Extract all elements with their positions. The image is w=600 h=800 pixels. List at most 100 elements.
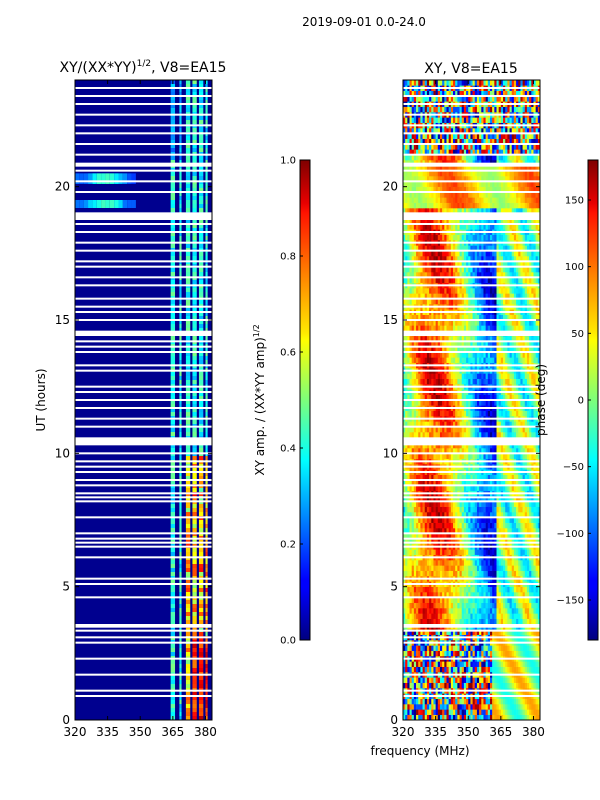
- phase-cell: [503, 410, 506, 417]
- phase-cell: [481, 613, 484, 619]
- phase-cell: [431, 506, 434, 513]
- phase-cell: [439, 592, 443, 598]
- amp-cell: [192, 196, 197, 200]
- phase-cell: [424, 485, 428, 491]
- phase-cell: [411, 512, 415, 518]
- phase-cell: [518, 565, 521, 571]
- phase-cell: [446, 661, 449, 667]
- phase-cell: [537, 480, 540, 486]
- phase-cell: [500, 480, 504, 486]
- phase-cell: [531, 506, 534, 513]
- phase-cell: [500, 565, 504, 571]
- flagged-row: [75, 191, 212, 193]
- phase-cell: [459, 565, 463, 571]
- phase-cell: [535, 629, 539, 635]
- phase-cell: [463, 570, 467, 577]
- phase-cell: [463, 496, 467, 502]
- phase-cell: [431, 426, 434, 433]
- phase-cell: [479, 608, 482, 614]
- phase-cell: [489, 570, 493, 577]
- amp-cell: [198, 704, 204, 708]
- phase-cell: [472, 538, 476, 545]
- phase-cell: [470, 400, 473, 406]
- phase-cell: [429, 432, 432, 438]
- phase-cell: [516, 613, 519, 619]
- amp-cell: [179, 172, 182, 176]
- phase-cell: [405, 602, 408, 609]
- phase-cell: [513, 704, 517, 710]
- phase-cell: [472, 528, 476, 534]
- phase-cell: [487, 677, 491, 683]
- flagged-row: [75, 479, 212, 481]
- phase-cell: [500, 394, 504, 401]
- phase-cell: [411, 528, 415, 534]
- amp-cell: [192, 520, 197, 524]
- phase-cell: [420, 442, 423, 449]
- amp-cell: [205, 208, 208, 212]
- phase-cell: [526, 453, 530, 459]
- phase-cell: [487, 394, 491, 401]
- amp-cell: [179, 568, 182, 572]
- phase-cell: [476, 528, 480, 534]
- phase-cell: [483, 442, 486, 449]
- phase-cell: [420, 400, 423, 406]
- phase-cell: [481, 586, 484, 593]
- phase-cell: [457, 512, 460, 518]
- amp-cell: [185, 324, 191, 328]
- phase-cell: [411, 496, 415, 502]
- phase-cell: [409, 565, 412, 571]
- phase-cell: [426, 528, 430, 534]
- phase-cell: [503, 533, 506, 539]
- phase-cell: [522, 394, 526, 401]
- phase-cell: [448, 442, 452, 449]
- phase-cell: [453, 485, 456, 491]
- amp-cell: [205, 692, 208, 696]
- phase-cell: [446, 682, 449, 689]
- phase-cell: [485, 549, 489, 555]
- phase-cell: [513, 528, 517, 534]
- amp-cell: [192, 696, 197, 700]
- phase-cell: [468, 474, 471, 481]
- phase-cell: [498, 394, 502, 401]
- amp-cell: [192, 408, 197, 412]
- phase-cell: [459, 394, 463, 401]
- phase-cell: [485, 496, 489, 502]
- amp-cell: [198, 432, 204, 436]
- phase-cell: [420, 533, 423, 539]
- amp-cell: [192, 268, 197, 272]
- phase-cell: [442, 426, 445, 433]
- phase-cell: [453, 448, 456, 454]
- phase-cell: [446, 597, 449, 603]
- phase-cell: [470, 613, 473, 619]
- phase-cell: [437, 400, 441, 406]
- phase-cell: [453, 496, 456, 502]
- phase-cell: [435, 592, 439, 598]
- phase-cell: [518, 549, 521, 555]
- phase-cell: [518, 666, 521, 673]
- phase-cell: [489, 704, 493, 710]
- phase-cell: [448, 421, 452, 427]
- phase-cell: [513, 650, 517, 657]
- phase-cell: [535, 448, 539, 454]
- amp-cell: [179, 472, 182, 476]
- amp-cell: [170, 224, 176, 228]
- phase-cell: [426, 496, 430, 502]
- phase-cell: [448, 677, 452, 683]
- phase-cell: [444, 528, 447, 534]
- phase-cell: [448, 709, 452, 715]
- phase-cell: [466, 570, 469, 577]
- phase-cell: [461, 650, 465, 657]
- phase-cell: [446, 549, 449, 555]
- phase-cell: [531, 474, 534, 481]
- amp-cell: [179, 148, 182, 152]
- phase-cell: [422, 448, 426, 454]
- phase-cell: [418, 586, 421, 593]
- amp-cell: [205, 324, 208, 328]
- phase-cell: [442, 501, 445, 507]
- amp-cell: [179, 528, 182, 532]
- amp-cell: [179, 288, 182, 292]
- phase-cell: [420, 501, 423, 507]
- amp-cell: [205, 480, 208, 484]
- phase-cell: [492, 474, 495, 481]
- phase-cell: [461, 560, 465, 566]
